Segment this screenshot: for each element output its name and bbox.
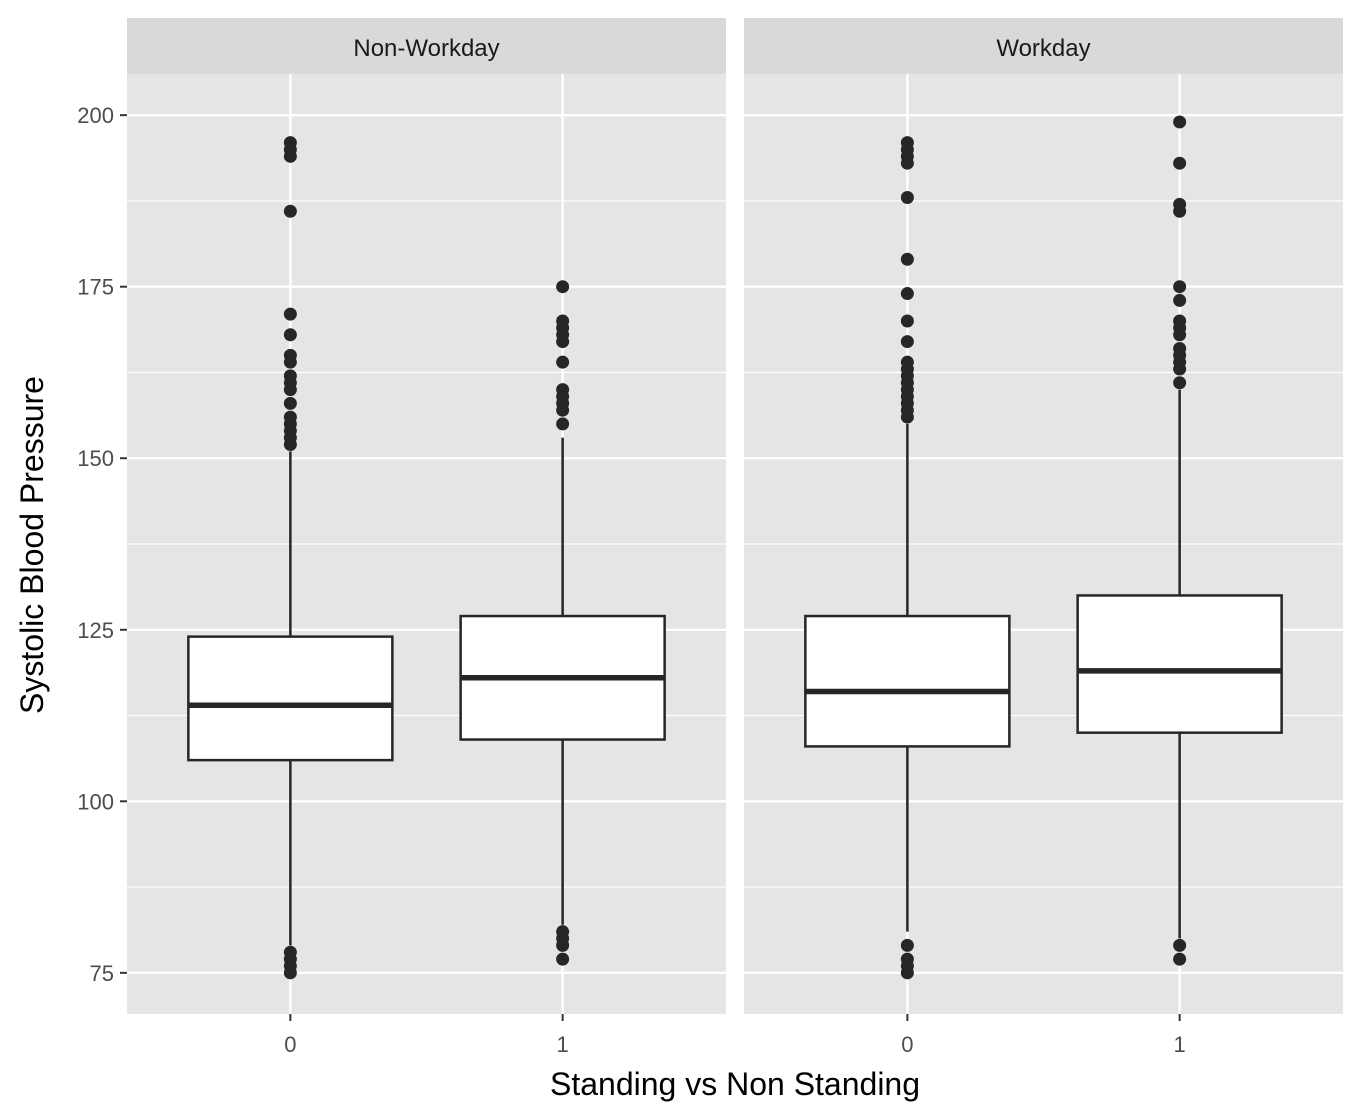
y-tick-label: 150 — [77, 446, 114, 471]
outlier-point — [900, 287, 914, 301]
outlier-point — [283, 410, 297, 424]
outlier-point — [1173, 197, 1187, 211]
x-tick-label: 1 — [557, 1032, 569, 1057]
outlier-point — [283, 307, 297, 321]
outlier-point — [556, 355, 570, 369]
box-body — [187, 635, 394, 762]
outlier-point — [900, 355, 914, 369]
box-body — [804, 614, 1011, 748]
outlier-point — [556, 383, 570, 397]
outlier-point — [1173, 376, 1187, 390]
outlier-point — [556, 314, 570, 328]
outlier-point — [556, 952, 570, 966]
box-workday-1 — [1076, 115, 1283, 966]
outlier-point — [283, 348, 297, 362]
facet-strip-label: Workday — [996, 35, 1090, 62]
box-body — [1076, 594, 1283, 734]
y-tick-label: 175 — [77, 275, 114, 300]
outlier-point — [283, 136, 297, 150]
facet-panel-non-workday: Non-Workday — [127, 18, 726, 1014]
box-workday-0 — [804, 136, 1011, 980]
y-tick-label: 75 — [90, 961, 114, 986]
outlier-point — [283, 945, 297, 959]
outlier-point — [900, 952, 914, 966]
x-tick-label: 1 — [1174, 1032, 1186, 1057]
x-tick-label: 0 — [901, 1032, 913, 1057]
outlier-point — [1173, 314, 1187, 328]
facet-strip-label: Non-Workday — [353, 35, 499, 62]
outlier-point — [556, 280, 570, 294]
outlier-point — [1173, 115, 1187, 129]
outlier-point — [1173, 280, 1187, 294]
box-non-workday-0 — [187, 136, 394, 980]
y-tick-label: 100 — [77, 789, 114, 814]
y-axis-title: Systolic Blood Pressure — [14, 376, 50, 714]
box-non-workday-1 — [459, 280, 666, 966]
outlier-point — [900, 252, 914, 266]
outlier-point — [1173, 341, 1187, 355]
y-tick-label: 125 — [77, 618, 114, 643]
outlier-point — [900, 191, 914, 205]
outlier-point — [283, 369, 297, 383]
outlier-point — [900, 314, 914, 328]
facet-strip — [127, 18, 726, 74]
outlier-point — [283, 396, 297, 410]
outlier-point — [900, 335, 914, 349]
outlier-point — [283, 204, 297, 218]
outlier-point — [1173, 938, 1187, 952]
outlier-point — [1173, 293, 1187, 307]
x-axis-title: Standing vs Non Standing — [550, 1066, 920, 1102]
outlier-point — [900, 136, 914, 150]
outlier-point — [556, 417, 570, 431]
outlier-point — [1173, 156, 1187, 170]
outlier-point — [900, 938, 914, 952]
facet-panel-workday: Workday — [744, 18, 1343, 1014]
facet-strip — [744, 18, 1343, 74]
y-tick-label: 200 — [77, 103, 114, 128]
outlier-point — [283, 328, 297, 342]
outlier-point — [1173, 952, 1187, 966]
x-tick-label: 0 — [284, 1032, 296, 1057]
outlier-point — [556, 925, 570, 939]
